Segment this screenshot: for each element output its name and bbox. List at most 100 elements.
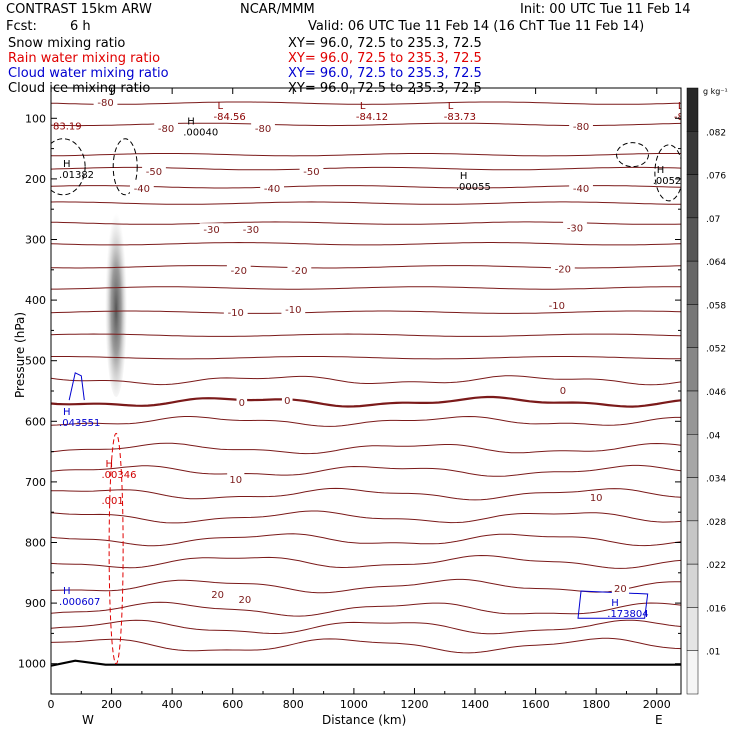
contour-label: 10 <box>229 475 242 486</box>
cloud-ice-contour <box>51 138 86 196</box>
contour-label-bg <box>199 223 224 236</box>
y-tick-label: 600 <box>25 415 46 428</box>
contour-label-bg <box>236 395 248 408</box>
contour-label-bg <box>587 491 605 504</box>
contour-label-bg <box>129 181 154 194</box>
contour-label: 20 <box>614 584 627 595</box>
legend-cloud-water-xy: XY= 96.0, 72.5 to 235.3, 72.5 <box>288 66 482 81</box>
contour-label-bg <box>239 223 263 236</box>
y-tick-label: 900 <box>25 597 46 610</box>
x-tick-label: 1600 <box>522 698 550 711</box>
temperature-contour <box>51 153 681 157</box>
extremum-value: .01382 <box>59 170 94 181</box>
temperature-contour <box>51 637 681 654</box>
x-tick-label: 0 <box>48 698 55 711</box>
extremum-value: .001 <box>101 496 123 507</box>
x-tick-label: 1800 <box>582 698 610 711</box>
extremum-marker: L <box>448 101 454 112</box>
contour-label-bg <box>287 263 312 276</box>
contour-label: -30 <box>567 223 583 234</box>
extremum-marker: H <box>63 407 71 418</box>
extremum-marker: H <box>63 586 71 597</box>
contour-label: 20 <box>211 590 224 601</box>
y-tick-label: 400 <box>25 294 46 307</box>
contour-label-bg <box>557 383 569 396</box>
model-title: CONTRAST 15km ARW <box>6 2 152 17</box>
contour-label-bg <box>281 303 306 316</box>
init-time: Init: 00 UTC Tue 11 Feb 14 <box>520 2 691 17</box>
temperature-contour <box>51 333 681 337</box>
contour-label-bg <box>569 120 593 133</box>
contour-label: -40 <box>573 184 589 195</box>
forecast-label: Fcst: <box>6 19 37 34</box>
contour-label-bg <box>281 394 293 407</box>
x-tick-label: 1200 <box>400 698 428 711</box>
colorbar-swatch <box>686 520 699 565</box>
colorbar-tick-label: .058 <box>706 301 726 311</box>
contour-label: -20 <box>291 266 307 277</box>
contour-label: -20 <box>231 266 247 277</box>
extremum-marker: H <box>460 171 468 182</box>
extremum-marker: L <box>218 101 224 112</box>
contour-label-bg <box>563 221 587 234</box>
contour-label-bg <box>260 181 285 194</box>
temperature-contour <box>51 619 681 635</box>
contour-label-bg <box>227 472 245 485</box>
extremum-value: .173804 <box>607 609 648 620</box>
colorbar-swatch <box>686 650 699 695</box>
colorbar-swatch <box>686 131 699 175</box>
contour-label: -50 <box>303 167 319 178</box>
extremum-value: -83.73 <box>444 112 476 123</box>
contour-label: -30 <box>243 225 259 236</box>
y-tick-label: 200 <box>25 173 46 186</box>
temperature-contour <box>51 554 681 569</box>
legend-snow-xy: XY= 96.0, 72.5 to 235.3, 72.5 <box>288 36 482 51</box>
colorbar-tick-label: .028 <box>706 518 726 528</box>
contour-label-bg <box>544 298 569 311</box>
temperature-contour <box>51 601 681 617</box>
contour-label: -10 <box>549 301 565 312</box>
extremum-value: .00040 <box>183 127 218 138</box>
y-axis-label: Pressure (hPa) <box>13 312 27 398</box>
colorbar-tick-label: .07 <box>706 215 720 225</box>
extremum-marker: L <box>360 101 366 112</box>
contour-label-bg <box>208 588 227 601</box>
contour-label: -40 <box>134 184 150 195</box>
colorbar-swatch <box>686 304 699 348</box>
contour-label-bg <box>251 121 275 134</box>
extremum-marker: H <box>105 459 113 470</box>
contour-label: -80 <box>97 98 113 109</box>
colorbar-swatch <box>686 260 699 305</box>
contour-label: 20 <box>238 595 251 606</box>
temperature-contour <box>51 356 681 360</box>
contour-label-bg <box>569 181 593 194</box>
x-tick-label: 1000 <box>340 698 368 711</box>
extremum-marker: H <box>657 165 665 176</box>
contour-label: 0 <box>560 386 566 397</box>
rain-water-contour <box>108 432 124 665</box>
contour-label-bg <box>223 306 248 319</box>
colorbar-swatch <box>686 347 699 392</box>
colorbar-swatch <box>686 477 699 522</box>
east-label: E <box>655 713 663 727</box>
colorbar-tick-label: .022 <box>706 561 726 571</box>
center-label: NCAR/MMM <box>240 2 315 17</box>
forecast-hour: 6 h <box>70 19 91 34</box>
extremum-marker: L <box>678 101 684 112</box>
y-tick-label: 300 <box>25 234 46 247</box>
extremum-marker: H <box>63 159 71 170</box>
extremum-value: -84.56 <box>214 112 246 123</box>
y-tick-label: 500 <box>25 355 46 368</box>
contour-label: -40 <box>264 184 280 195</box>
legend-rain-name: Rain water mixing ratio <box>8 51 161 66</box>
legend-cloud-water-name: Cloud water mixing ratio <box>8 66 169 81</box>
contour-label: -50 <box>146 167 162 178</box>
contour-label-bg <box>299 165 324 178</box>
temperature-contour <box>51 510 681 524</box>
y-tick-label: 100 <box>25 112 46 125</box>
contour-label-bg <box>236 592 254 605</box>
colorbar-unit: g kg⁻¹ <box>703 87 728 96</box>
contour-label-bg <box>611 581 630 594</box>
contour-label: -10 <box>228 308 244 319</box>
